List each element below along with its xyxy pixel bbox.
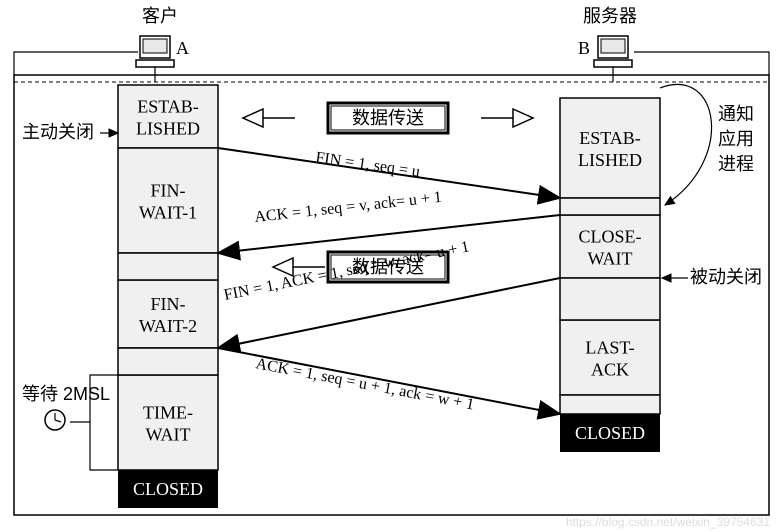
gap — [560, 395, 660, 414]
watermark: https://blog.csdn.net/weixin_39754631 — [566, 515, 770, 529]
state-text: WAIT-1 — [139, 203, 197, 223]
state-text: LAST- — [585, 338, 634, 358]
state-text: WAIT — [146, 425, 191, 445]
notify3: 进程 — [718, 154, 754, 174]
state-finwait1 — [118, 148, 218, 253]
state-text: WAIT — [588, 249, 633, 269]
state-text: ESTAB- — [579, 128, 641, 148]
passive-close-label: 被动关闭 — [690, 267, 762, 287]
state-text: WAIT-2 — [139, 316, 197, 336]
notify-curve — [660, 84, 712, 205]
host-label: A — [176, 38, 189, 58]
gap — [560, 198, 660, 215]
keyboard — [594, 60, 632, 67]
hollow-arrow-right — [481, 109, 533, 127]
state-text: CLOSED — [133, 479, 203, 499]
host-label: B — [578, 38, 590, 58]
hollow-arrow-left — [243, 109, 295, 127]
server-label: 服务器 — [583, 6, 637, 26]
gap — [560, 278, 660, 320]
state-text: FIN- — [151, 294, 186, 314]
active-close-label: 主动关闭 — [22, 122, 94, 142]
state-text: CLOSE- — [579, 227, 642, 247]
data-xfer-text: 数据传送 — [352, 108, 424, 128]
msg-text-m2: ACK = 1, seq = v, ack= u + 1 — [254, 189, 443, 226]
state-text: FIN- — [151, 181, 186, 201]
notify2: 应用 — [718, 129, 754, 149]
state-text: LISHED — [136, 119, 200, 139]
gap — [118, 253, 218, 280]
state-timewait — [118, 375, 218, 470]
state-finwait2 — [118, 280, 218, 348]
state-text: ACK — [591, 360, 629, 380]
client-label: 客户 — [142, 6, 178, 26]
msg-text-m4: ACK = 1, seq = u + 1, ack = w + 1 — [254, 355, 475, 413]
state-text: CLOSED — [575, 423, 645, 443]
state-text: LISHED — [578, 150, 642, 170]
server-loop — [634, 52, 769, 75]
state-lastack — [560, 320, 660, 395]
state-estab — [118, 85, 218, 148]
keyboard — [136, 60, 174, 67]
state-estab — [560, 98, 660, 198]
wait-2msl-label: 等待 2MSL — [22, 384, 110, 404]
screen — [143, 39, 167, 53]
client-loop — [14, 52, 138, 75]
state-text: ESTAB- — [137, 97, 199, 117]
state-text: TIME- — [143, 403, 193, 423]
msg-text-m1: FIN = 1, seq = u — [314, 149, 420, 180]
gap — [118, 348, 218, 375]
screen — [601, 39, 625, 53]
notify1: 通知 — [718, 104, 754, 124]
state-closewait — [560, 215, 660, 278]
